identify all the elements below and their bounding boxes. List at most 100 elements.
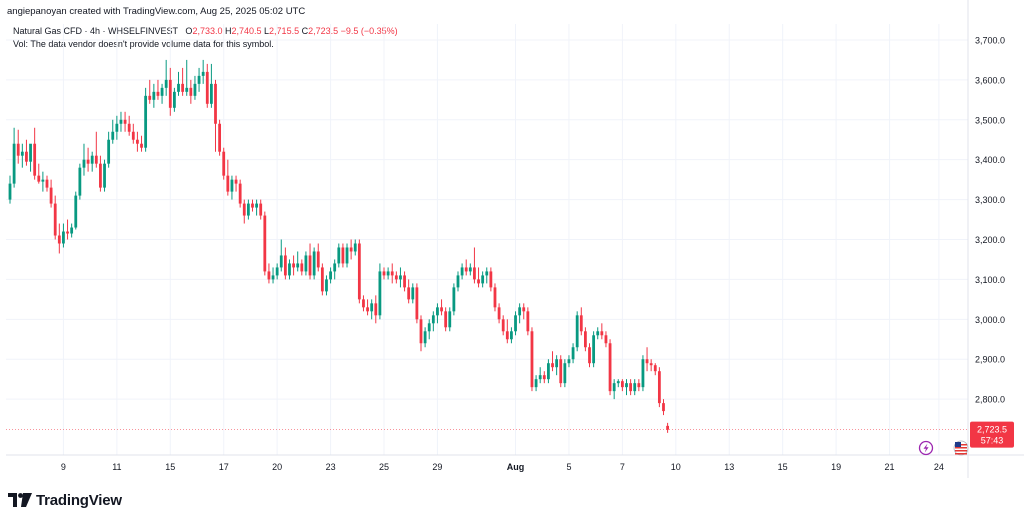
candle-body xyxy=(283,255,287,276)
candle-body xyxy=(366,307,369,312)
candle xyxy=(485,267,489,284)
candle xyxy=(427,319,431,340)
candle-body xyxy=(119,119,123,124)
candle xyxy=(193,75,197,100)
candle-body xyxy=(111,131,115,140)
candle-body xyxy=(74,195,78,228)
candle xyxy=(666,422,669,433)
candle xyxy=(571,343,575,364)
candle-body xyxy=(181,83,185,92)
candle-body xyxy=(156,91,160,96)
candle xyxy=(431,311,435,332)
candle-body xyxy=(292,263,295,268)
candle-body xyxy=(374,303,378,316)
time-tick-label: 21 xyxy=(885,462,895,472)
time-tick-label: 7 xyxy=(620,462,625,472)
candle xyxy=(234,175,238,192)
candle xyxy=(501,315,505,336)
candle-body xyxy=(99,163,102,188)
candle-body xyxy=(222,151,226,176)
candle xyxy=(222,147,226,180)
candle xyxy=(136,131,139,152)
candle xyxy=(637,379,641,392)
price-tick-label: 3,400.0 xyxy=(975,155,1005,165)
candle xyxy=(8,175,12,204)
candle xyxy=(551,351,554,372)
candle-body xyxy=(555,359,559,368)
candle xyxy=(382,267,386,280)
candle-body xyxy=(275,267,279,276)
candle-body xyxy=(107,139,111,164)
candle xyxy=(271,267,275,284)
candle-body xyxy=(333,263,337,272)
candle xyxy=(518,303,522,324)
candle-body xyxy=(653,365,657,372)
candle xyxy=(596,327,600,340)
candle xyxy=(448,307,452,332)
candle xyxy=(173,87,176,112)
candle xyxy=(526,307,530,336)
candle xyxy=(316,243,320,272)
candle-body xyxy=(271,275,275,280)
candle-body xyxy=(41,179,45,182)
candle-body xyxy=(427,323,431,332)
candle xyxy=(78,163,82,200)
candle-body xyxy=(588,347,591,364)
candle xyxy=(292,255,295,276)
candle xyxy=(489,267,493,292)
candle-body xyxy=(103,163,106,188)
candle-body xyxy=(362,299,365,308)
candle xyxy=(288,259,291,280)
candle-body xyxy=(20,151,24,156)
candle xyxy=(530,327,534,392)
candle xyxy=(37,163,41,184)
open-label: O xyxy=(185,26,193,36)
candle xyxy=(608,339,612,396)
candle-body xyxy=(316,251,320,268)
candle xyxy=(575,311,579,352)
candle xyxy=(620,379,624,392)
candle xyxy=(657,367,661,408)
candle-body xyxy=(353,243,357,252)
candle xyxy=(542,371,546,384)
candle xyxy=(407,279,411,304)
candle-body xyxy=(468,267,472,272)
candle-body xyxy=(320,267,324,292)
candle xyxy=(131,123,135,144)
close-value: 2,723.5 xyxy=(308,26,339,36)
candle xyxy=(584,327,587,352)
candle xyxy=(588,343,591,368)
price-tick-label: 3,300.0 xyxy=(975,195,1005,205)
candle-body xyxy=(70,227,74,234)
candle xyxy=(99,155,102,192)
candle xyxy=(514,311,517,336)
candle xyxy=(230,175,234,200)
candle-body xyxy=(193,83,197,96)
candle xyxy=(473,247,476,284)
candle-body xyxy=(662,403,665,412)
tradingview-logo[interactable]: TradingView xyxy=(8,490,122,510)
candle xyxy=(390,263,394,284)
candle-body xyxy=(399,275,402,280)
candle xyxy=(538,367,542,384)
candle xyxy=(510,327,513,344)
candle xyxy=(349,239,353,260)
candle xyxy=(592,331,596,368)
candle xyxy=(653,363,657,376)
candle-body xyxy=(57,235,61,244)
candle xyxy=(366,299,369,316)
candle xyxy=(353,239,357,256)
candle-body xyxy=(131,131,135,140)
candles xyxy=(8,59,669,433)
time-axis[interactable]: 9 11 15 17 20 23 25 29 Aug 5 7 10 13 15 19 21 24 xyxy=(61,462,944,472)
candle-body xyxy=(505,331,509,340)
candle-body xyxy=(620,381,624,388)
candle-body xyxy=(234,179,238,184)
candle xyxy=(20,143,24,168)
candle-body xyxy=(633,383,637,392)
candle xyxy=(45,175,49,192)
candle-body xyxy=(657,371,661,404)
price-axis[interactable]: 2,800.0 2,900.0 3,000.0 3,100.0 3,200.0 3,300… xyxy=(975,35,1005,404)
time-tick-label: 9 xyxy=(61,462,66,472)
